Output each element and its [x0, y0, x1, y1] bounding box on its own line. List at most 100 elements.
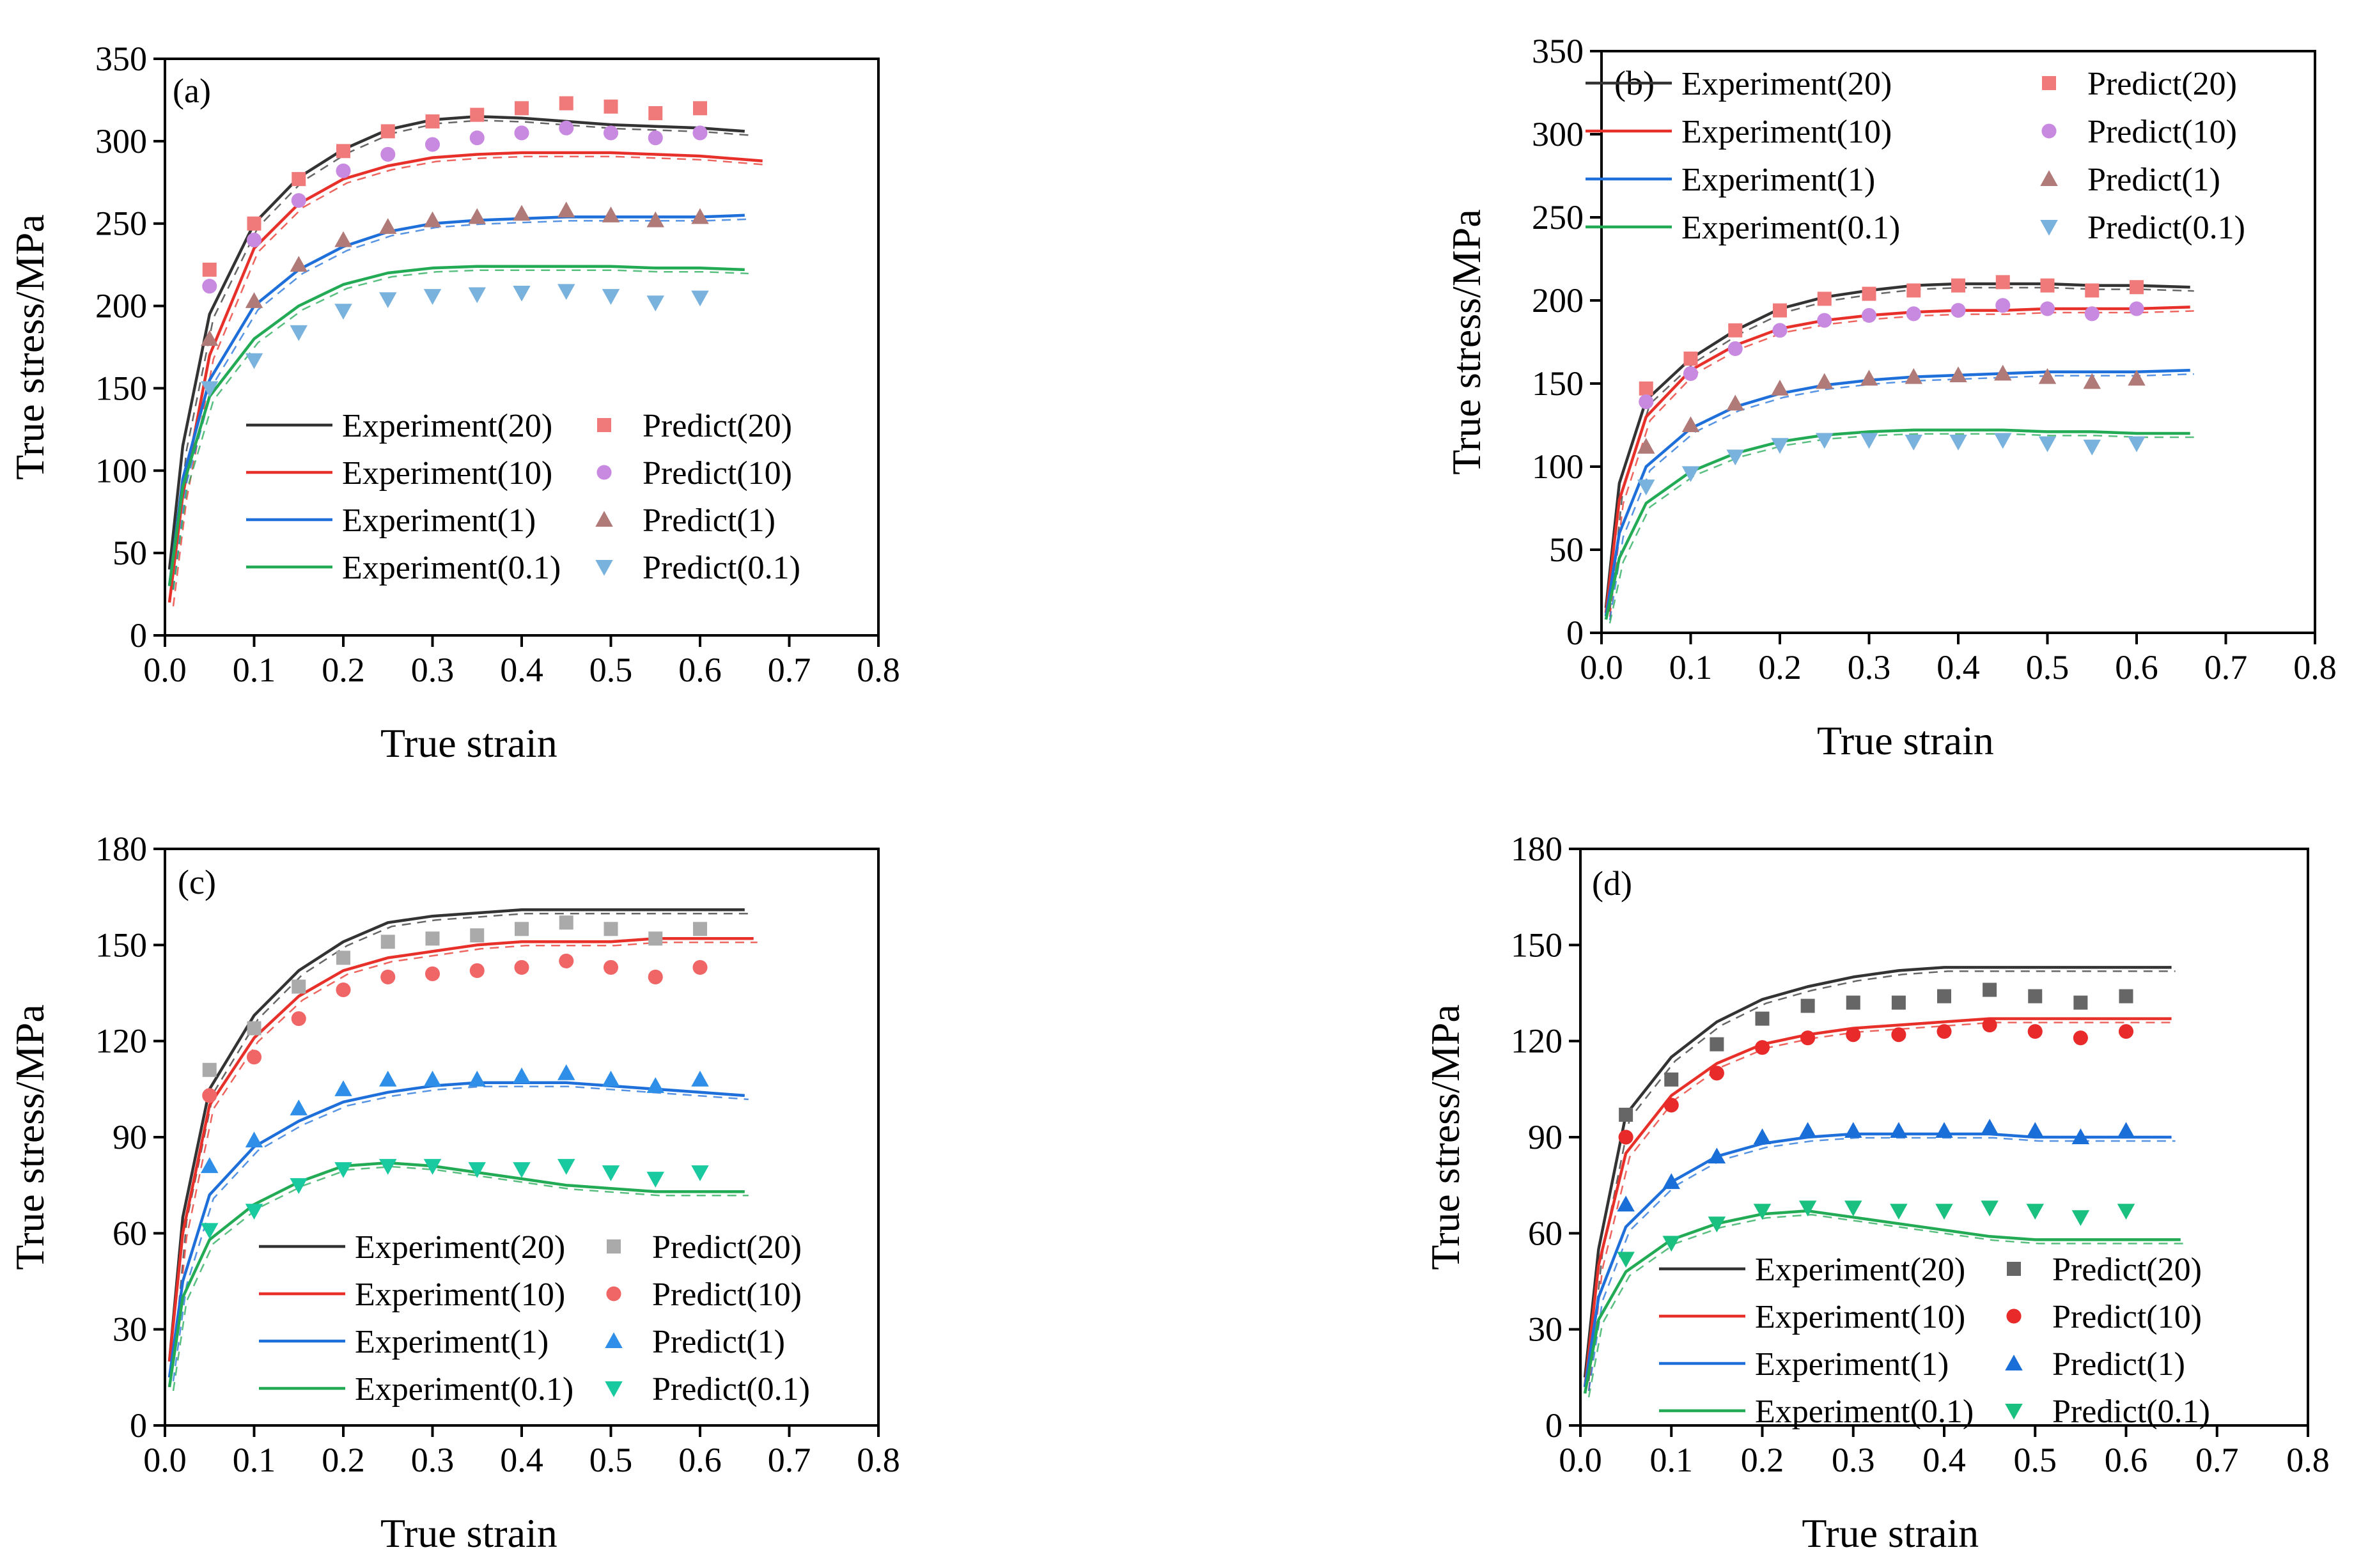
y-tick-label: 90	[1528, 1118, 1563, 1156]
legend-label: Predict(10)	[2052, 1299, 2202, 1335]
data-point	[1844, 1200, 1862, 1216]
data-point	[648, 931, 663, 946]
data-point	[559, 915, 573, 930]
data-point	[693, 922, 707, 936]
x-tick-label: 0.1	[233, 1441, 276, 1479]
data-point	[380, 935, 395, 949]
data-point	[1846, 995, 1860, 1010]
data-point	[559, 120, 574, 136]
x-tick-label: 0.2	[1758, 648, 1802, 687]
data-point	[245, 292, 263, 308]
y-tick-label: 150	[1511, 926, 1563, 964]
data-point	[1681, 466, 1700, 483]
data-point	[291, 1011, 306, 1027]
data-point	[691, 208, 709, 224]
data-point	[1618, 1129, 1633, 1145]
data-point	[1664, 1072, 1679, 1087]
data-point	[2084, 306, 2100, 322]
data-point	[469, 130, 485, 146]
data-point	[2128, 369, 2146, 386]
legend: Experiment(20) Experiment(10) Experiment(1…	[1586, 66, 2245, 246]
legend-label: Predict(1)	[643, 502, 775, 539]
data-point	[1981, 1200, 1999, 1216]
data-point	[336, 163, 351, 178]
legend-label: Experiment(20)	[1681, 66, 1892, 102]
data-point	[513, 1162, 531, 1178]
data-point	[1905, 435, 1922, 451]
data-point	[691, 290, 709, 307]
data-point	[514, 125, 529, 141]
data-point	[1683, 352, 1698, 366]
data-point	[2129, 301, 2144, 316]
data-point	[1773, 303, 1787, 318]
data-point	[691, 1071, 709, 1087]
x-tick-label: 0.8	[2293, 648, 2337, 687]
data-point	[1982, 1018, 1997, 1033]
series-line	[1604, 428, 2190, 620]
series-line-trace	[172, 269, 749, 590]
data-point	[514, 959, 529, 975]
data-point	[1800, 998, 1815, 1013]
legend-label: Predict(10)	[643, 455, 792, 492]
chart-panel-1: 0.0 0.1 0.2 0.3 0.4 0.5 0.6 0.7 0.8 0 50 100 150 200 2…	[7, 40, 900, 766]
data-point	[1949, 366, 1967, 382]
data-point	[379, 1159, 397, 1175]
y-tick-label: 250	[1532, 198, 1584, 237]
data-point	[603, 125, 619, 141]
data-point	[692, 959, 708, 975]
data-point	[245, 353, 263, 369]
data-point	[648, 106, 663, 121]
data-point	[2027, 1024, 2043, 1039]
x-tick-label: 0.8	[857, 651, 900, 689]
data-point	[2117, 1122, 2135, 1138]
data-point	[290, 1099, 308, 1115]
data-point	[1727, 341, 1743, 356]
y-tick-label: 0	[1545, 1406, 1563, 1445]
data-point	[202, 1062, 217, 1077]
data-point	[1860, 433, 1878, 449]
series-line	[168, 114, 745, 570]
legend-marker-swatch	[2041, 123, 2057, 139]
data-point	[290, 1178, 308, 1194]
x-tick-label: 0.7	[2204, 648, 2248, 687]
legend-marker-swatch	[2005, 1355, 2023, 1370]
series-line-trace	[172, 912, 749, 1365]
data-point	[470, 107, 485, 122]
legend-label: Experiment(1)	[342, 502, 536, 539]
data-point	[1937, 1024, 1952, 1039]
data-point	[2039, 301, 2055, 316]
data-point	[646, 1077, 664, 1093]
legend-label: Predict(20)	[652, 1229, 802, 1266]
legend-label: Predict(1)	[652, 1324, 785, 1360]
data-point	[604, 99, 618, 114]
y-tick-label: 150	[1532, 364, 1584, 403]
data-point	[1753, 1128, 1772, 1144]
x-tick-label: 0.6	[678, 651, 722, 689]
y-tick-label: 200	[1532, 281, 1584, 320]
legend-label: Predict(20)	[2052, 1252, 2202, 1288]
data-point	[602, 289, 620, 305]
y-tick-label: 50	[1549, 531, 1584, 569]
data-point	[1816, 373, 1834, 389]
y-tick-label: 350	[95, 40, 147, 78]
data-point	[2038, 436, 2057, 453]
data-point	[336, 982, 351, 998]
legend-label: Experiment(0.1)	[355, 1371, 573, 1408]
series-line-trace	[1587, 1137, 2176, 1392]
y-tick-label: 120	[1511, 1022, 1563, 1060]
x-tick-label: 0.6	[678, 1441, 722, 1479]
y-axis-title: True stress/MPa	[1444, 209, 1489, 474]
legend-label: Experiment(10)	[355, 1277, 565, 1313]
y-tick-label: 100	[1532, 447, 1584, 486]
x-tick-label: 0.8	[2286, 1441, 2330, 1479]
x-tick-label: 0.5	[2014, 1441, 2057, 1479]
legend-label: Experiment(20)	[1755, 1252, 1965, 1288]
legend-marker-swatch	[595, 511, 613, 527]
x-tick-label: 0.4	[1937, 648, 1980, 687]
x-tick-label: 0.3	[1848, 648, 1891, 687]
x-axis-title: True strain	[380, 1510, 557, 1556]
y-tick-label: 120	[95, 1022, 147, 1060]
y-axis-title: True stress/MPa	[7, 214, 52, 479]
y-tick-label: 60	[113, 1214, 147, 1252]
data-point	[1753, 1204, 1772, 1220]
